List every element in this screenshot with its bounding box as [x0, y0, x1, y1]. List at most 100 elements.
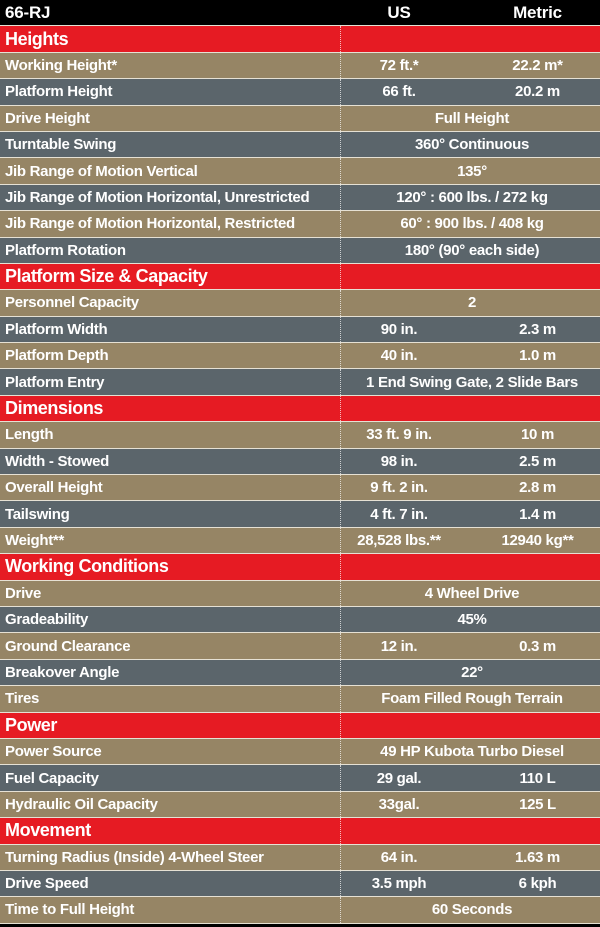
spec-row: Tailswing 4 ft. 7 in. 1.4 m [0, 501, 600, 528]
spec-row: Jib Range of Motion Horizontal, Restrict… [0, 211, 600, 238]
column-divider [340, 844, 341, 870]
spec-value: 49 HP Kubota Turbo Diesel [380, 743, 564, 761]
column-divider [340, 870, 341, 897]
spec-row: Platform Height 66 ft. 20.2 m [0, 79, 600, 106]
spec-value: 180° (90° each side) [404, 241, 540, 259]
spec-value: 2 [467, 294, 477, 312]
us-value: 3.5 mph [371, 875, 427, 893]
section-title: Platform Size & Capacity [5, 266, 208, 287]
spec-row: Platform Depth 40 in. 1.0 m [0, 343, 600, 370]
spec-row: Fuel Capacity 29 gal. 110 L [0, 765, 600, 792]
spec-row: Width - Stowed 98 in. 2.5 m [0, 448, 600, 476]
column-divider [340, 606, 341, 633]
spec-row: Personnel Capacity 2 [0, 290, 600, 317]
spec-row: Power Source 49 HP Kubota Turbo Diesel [0, 738, 600, 766]
metric-value: 1.63 m [515, 848, 560, 866]
column-divider [340, 633, 341, 659]
column-divider [340, 448, 341, 475]
metric-value: 110 L [519, 769, 556, 787]
column-divider [340, 211, 341, 237]
spec-row: Breakover Angle 22° [0, 659, 600, 687]
spec-label: Drive [5, 584, 42, 602]
spec-label: Length [5, 426, 54, 444]
us-value: 4 ft. 7 in. [370, 505, 428, 523]
spec-value: 45% [457, 611, 487, 629]
spec-label: Jib Range of Motion Horizontal, Restrict… [5, 215, 295, 233]
spec-row: Hydraulic Oil Capacity 33gal. 125 L [0, 791, 600, 819]
spec-row: Time to Full Height 60 Seconds [0, 897, 600, 924]
spec-value: 135° [457, 162, 487, 180]
section-title: Heights [5, 28, 69, 49]
us-column-header: US [387, 2, 411, 22]
section-title: Dimensions [5, 398, 104, 419]
spec-row: Drive Speed 3.5 mph 6 kph [0, 870, 600, 898]
spec-label: Working Height* [5, 56, 117, 74]
section-title: Movement [5, 820, 91, 841]
table-header: 66-RJ US Metric [0, 0, 600, 27]
spec-label: Platform Width [5, 320, 108, 338]
metric-value: 1.0 m [519, 347, 556, 365]
spec-label: Platform Height [5, 83, 113, 101]
spec-label: Weight** [5, 532, 64, 549]
column-divider [340, 818, 341, 844]
column-divider [340, 79, 341, 105]
section-title: Working Conditions [5, 556, 169, 577]
section-header: Heights [0, 26, 600, 53]
metric-value: 20.2 m [515, 83, 560, 101]
spec-row: Turntable Swing 360° Continuous [0, 131, 600, 159]
spec-row: Length 33 ft. 9 in. 10 m [0, 422, 600, 449]
column-divider [340, 316, 341, 343]
spec-value: 360° Continuous [414, 136, 529, 154]
spec-row: Jib Range of Motion Vertical 135° [0, 158, 600, 185]
spec-label: Ground Clearance [5, 637, 131, 655]
metric-value: 10 m [521, 426, 554, 444]
spec-label: Drive Speed [5, 875, 89, 893]
spec-label: Tires [5, 690, 40, 708]
model-name: 66-RJ [5, 2, 51, 22]
column-divider [340, 105, 341, 131]
spec-label: Platform Entry [5, 373, 105, 391]
spec-label: Turntable Swing [5, 136, 117, 154]
metric-value: 6 kph [518, 875, 557, 893]
column-divider [340, 343, 341, 369]
section-header: Movement [0, 818, 600, 845]
us-value: 40 in. [380, 347, 418, 365]
metric-value: 2.5 m [519, 452, 556, 470]
column-divider [340, 580, 341, 606]
spec-value: 22° [461, 663, 483, 681]
spec-label: Fuel Capacity [5, 769, 99, 787]
us-value: 12 in. [380, 637, 418, 655]
spec-value: 60° : 900 lbs. / 408 kg [400, 215, 544, 233]
column-divider [340, 738, 341, 765]
column-divider [340, 237, 341, 263]
column-divider [340, 369, 341, 395]
spec-label: Width - Stowed [5, 452, 109, 470]
section-header: Power [0, 712, 600, 739]
column-divider [340, 158, 341, 184]
us-value: 28,528 lbs.** [357, 532, 441, 549]
spec-label: Gradeability [5, 611, 89, 629]
spec-label: Jib Range of Motion Vertical [5, 162, 198, 180]
column-divider [340, 395, 341, 422]
metric-value: 0.3 m [519, 637, 556, 655]
spec-value: 1 End Swing Gate, 2 Slide Bars [366, 373, 578, 391]
column-divider [340, 897, 341, 923]
column-divider [340, 263, 341, 290]
spec-row: Tires Foam Filled Rough Terrain [0, 686, 600, 713]
us-value: 90 in. [380, 320, 418, 338]
section-header: Platform Size & Capacity [0, 263, 600, 291]
us-value: 33 ft. 9 in. [366, 426, 432, 444]
spec-row: Drive Height Full Height [0, 105, 600, 132]
metric-value: 1.4 m [519, 505, 556, 523]
spec-row: Overall Height 9 ft. 2 in. 2.8 m [0, 475, 600, 502]
us-value: 29 gal. [376, 769, 422, 787]
us-value: 72 ft.* [379, 56, 419, 74]
spec-label: Drive Height [5, 109, 90, 127]
spec-label: Tailswing [5, 505, 70, 523]
column-divider [340, 290, 341, 316]
spec-body: Heights Working Height* 72 ft.* 22.2 m* Plat… [0, 26, 600, 924]
spec-value: 120° : 600 lbs. / 272 kg [396, 188, 548, 206]
metric-value: 22.2 m* [512, 56, 563, 74]
metric-column-header: Metric [513, 2, 562, 22]
